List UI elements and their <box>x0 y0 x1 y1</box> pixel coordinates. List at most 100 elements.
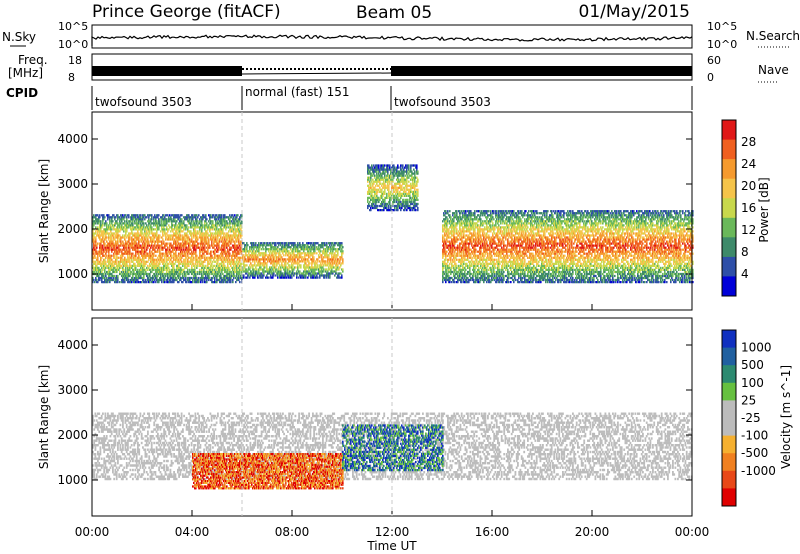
power-cell-0 <box>146 274 148 278</box>
power-cell-0 <box>168 238 170 241</box>
power-cell-0 <box>128 270 130 274</box>
power-cell-0 <box>210 228 212 231</box>
power-cell-0 <box>180 242 182 245</box>
power-cell-1 <box>315 264 317 267</box>
power-cell-0 <box>188 262 190 265</box>
power-cell-0 <box>162 270 164 274</box>
power-cell-1 <box>328 254 330 257</box>
power-cell-0 <box>240 246 242 249</box>
power-cell-0 <box>193 248 195 251</box>
power-cell-0 <box>109 244 111 247</box>
power-cell-1 <box>337 264 339 267</box>
power-cell-0 <box>179 246 181 249</box>
power-cell-0 <box>126 236 128 239</box>
power-cell-0 <box>110 224 112 227</box>
power-cell-0 <box>165 238 167 241</box>
power-cell-0 <box>134 278 136 282</box>
power-cell-1 <box>317 242 319 245</box>
power-cell-0 <box>165 254 167 257</box>
power-cell-0 <box>154 250 156 253</box>
power-cell-0 <box>147 260 149 263</box>
power-cell-0 <box>173 252 175 255</box>
power-cell-0 <box>187 236 189 239</box>
power-cell-0 <box>131 228 133 231</box>
power-cell-0 <box>168 256 170 259</box>
power-cell-0 <box>239 218 241 221</box>
power-cell-0 <box>153 246 155 249</box>
power-cell-0 <box>180 266 182 269</box>
power-cell-0 <box>159 236 161 239</box>
power-cell-0 <box>176 236 178 239</box>
power-cell-1 <box>332 242 334 245</box>
power-cell-0 <box>121 256 123 259</box>
power-cell-0 <box>129 232 131 235</box>
power-cell-0 <box>123 258 125 261</box>
power-cell-1 <box>336 256 338 259</box>
power-cell-0 <box>153 238 155 241</box>
power-cell-0 <box>237 248 239 251</box>
power-cell-0 <box>102 214 104 217</box>
power-cell-0 <box>139 270 141 274</box>
power-cell-0 <box>180 214 182 217</box>
power-cell-0 <box>208 224 210 227</box>
power-cell-0 <box>93 246 95 249</box>
power-cell-0 <box>96 274 98 278</box>
power-cell-0 <box>190 232 192 235</box>
power-cell-0 <box>171 224 173 227</box>
power-cell-0 <box>141 270 143 274</box>
power-cell-1 <box>290 248 292 251</box>
power-cell-0 <box>146 216 148 219</box>
power-cell-1 <box>265 252 267 255</box>
power-cell-0 <box>99 260 101 263</box>
power-cell-0 <box>108 244 110 247</box>
power-cell-0 <box>211 262 213 265</box>
power-cell-0 <box>114 216 116 219</box>
power-cell-0 <box>195 248 197 251</box>
power-cell-1 <box>286 242 288 245</box>
power-cell-0 <box>174 234 176 237</box>
power-cell-0 <box>125 242 127 245</box>
power-cell-0 <box>134 236 136 239</box>
power-cell-0 <box>174 232 176 235</box>
power-cell-0 <box>118 228 120 231</box>
power-cell-2 <box>371 186 373 189</box>
power-cell-0 <box>136 222 138 225</box>
power-cell-1 <box>281 248 283 251</box>
power-cell-0 <box>177 281 179 284</box>
power-cell-1 <box>288 254 290 257</box>
power-cell-1 <box>269 260 271 263</box>
power-cell-0 <box>178 252 180 255</box>
power-cell-0 <box>107 270 109 274</box>
power-cell-0 <box>126 276 128 280</box>
power-cell-0 <box>211 264 213 267</box>
power-cell-1 <box>271 248 273 251</box>
power-cell-0 <box>146 281 148 284</box>
power-cell-1 <box>263 268 265 271</box>
power-cell-2 <box>376 206 378 210</box>
power-cell-0 <box>154 222 156 225</box>
power-cell-0 <box>188 222 190 225</box>
power-cell-0 <box>159 278 161 282</box>
power-cell-0 <box>145 262 147 265</box>
power-cell-0 <box>194 222 196 225</box>
power-cell-2 <box>373 164 375 167</box>
power-cell-0 <box>156 222 158 225</box>
power-cell-0 <box>173 246 175 249</box>
power-cell-0 <box>214 252 216 255</box>
power-cell-0 <box>116 256 118 259</box>
power-cell-1 <box>250 250 252 253</box>
power-cell-0 <box>228 216 230 219</box>
power-cell-1 <box>292 270 294 273</box>
power-cell-1 <box>285 260 287 263</box>
power-cell-0 <box>119 264 121 267</box>
power-cell-0 <box>202 278 204 282</box>
power-cell-0 <box>145 268 147 271</box>
power-cell-0 <box>176 214 178 217</box>
power-cell-0 <box>129 264 131 267</box>
power-cell-0 <box>156 238 158 241</box>
power-cell-0 <box>212 238 214 241</box>
power-cell-0 <box>185 232 187 235</box>
power-cell-0 <box>237 214 239 217</box>
power-cell-0 <box>191 238 193 241</box>
power-cell-0 <box>179 216 181 219</box>
